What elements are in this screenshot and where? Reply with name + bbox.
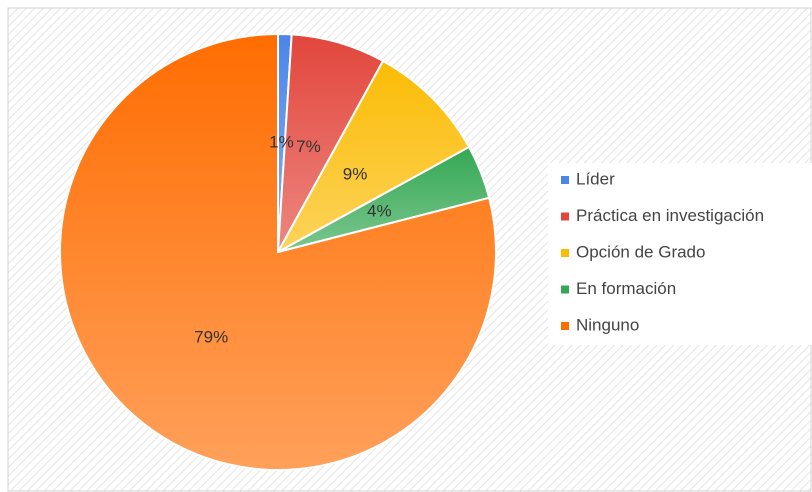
data-label: 4% [367, 201, 392, 220]
pie-slice [275, 59, 471, 255]
data-label: 79% [194, 328, 228, 347]
legend-label: Ninguno [576, 315, 639, 334]
data-label: 9% [343, 164, 368, 183]
pie-slice [59, 32, 497, 471]
legend-swatch [561, 322, 569, 330]
legend-label: Opción de Grado [576, 242, 705, 261]
legend-swatch [561, 176, 569, 184]
legend-box [548, 163, 812, 345]
legend-label: En formación [576, 279, 676, 298]
data-label: 1% [269, 133, 294, 152]
legend-swatch [561, 285, 569, 294]
legend-swatch [561, 212, 569, 221]
data-label: 7% [296, 137, 321, 156]
legend-swatch [561, 249, 569, 257]
legend-label: Líder [576, 169, 615, 188]
legend-label: Práctica en investigación [576, 206, 764, 225]
